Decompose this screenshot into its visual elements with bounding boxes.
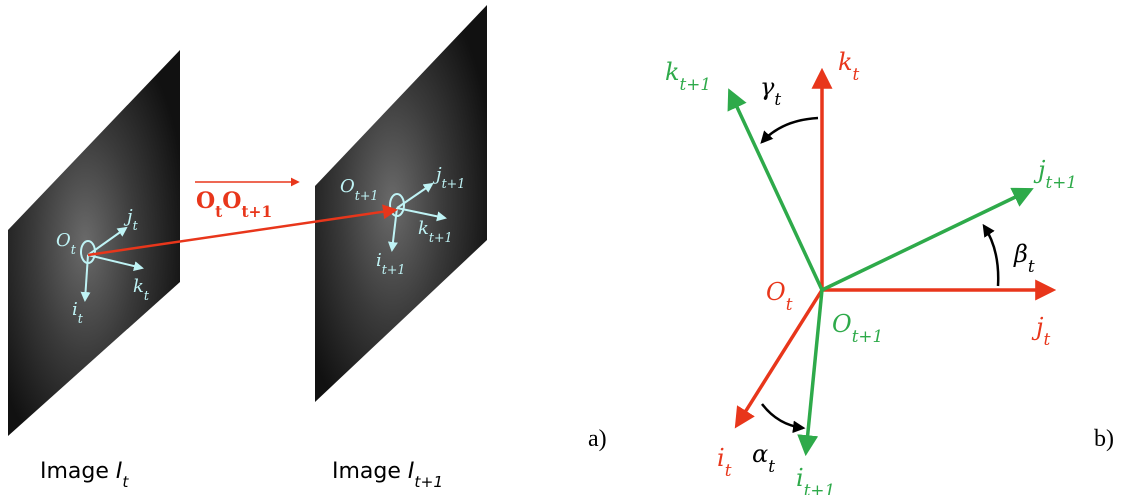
label: Ot+1 xyxy=(832,310,883,346)
text-part: t+1 xyxy=(382,262,406,277)
text-part: t xyxy=(853,64,860,84)
text-part: k xyxy=(838,48,853,76)
image-plane xyxy=(8,50,180,436)
sym: O xyxy=(222,188,241,214)
text-part: t xyxy=(122,473,129,491)
text-part: t xyxy=(774,89,781,109)
image-plane xyxy=(315,5,487,402)
text-part: O xyxy=(832,310,852,338)
text-part: j xyxy=(1033,156,1046,184)
text-part: i xyxy=(717,444,725,472)
text-part: t+1 xyxy=(414,473,443,491)
text-part: O xyxy=(766,278,786,306)
text-part: t+1 xyxy=(429,230,453,245)
text-part: t+1 xyxy=(355,188,379,203)
text-part: t+1 xyxy=(852,326,883,346)
text-part: t xyxy=(768,456,775,476)
shape xyxy=(730,92,822,290)
shape xyxy=(762,118,818,142)
text-part: Image xyxy=(332,459,401,484)
text-part: O xyxy=(56,230,71,251)
shape xyxy=(762,404,803,428)
angle-arrows xyxy=(762,118,998,428)
label: kt+1 xyxy=(665,58,711,94)
label: Ot xyxy=(766,278,793,314)
text-part: t xyxy=(725,460,732,480)
caption: Image It+1 xyxy=(332,459,443,491)
panel-b: kt jt it Ot kt+1 jt+1 it+1 Ot+1 γt βt αt… xyxy=(665,48,1114,495)
text-part: k xyxy=(665,58,680,86)
panel-label: a) xyxy=(588,426,607,452)
text-part: i xyxy=(796,464,804,492)
label: it+1 xyxy=(796,464,835,495)
text-part: β xyxy=(1013,240,1028,268)
caption: Image It xyxy=(40,459,129,491)
text-part: t+1 xyxy=(680,74,711,94)
label: kt xyxy=(838,48,860,84)
text-part: t xyxy=(1028,256,1035,276)
label: jt xyxy=(1031,313,1050,349)
angle-label: βt xyxy=(1013,240,1035,276)
text-part: t xyxy=(786,294,793,314)
text-part: Image xyxy=(40,459,109,484)
text-part: t+1 xyxy=(442,176,466,191)
text-part: k xyxy=(133,276,144,297)
text-part: O xyxy=(340,176,355,197)
displacement-label: OtOt+1 xyxy=(196,188,272,221)
label: it xyxy=(717,444,732,480)
sub: t+1 xyxy=(241,203,272,221)
text-part: t+1 xyxy=(1045,172,1076,192)
sym: O xyxy=(196,188,215,214)
text-part: t xyxy=(1043,329,1050,349)
text-part: k xyxy=(418,218,429,239)
text-part: j xyxy=(1031,313,1044,341)
text-part: t+1 xyxy=(804,480,835,495)
label: jt+1 xyxy=(1033,156,1077,192)
text-part: γ xyxy=(760,73,775,101)
shape xyxy=(984,226,998,286)
angle-label: αt xyxy=(752,440,775,476)
panel-a: OtOt+1 Ot jt kt it Ot+1 jt+1 kt+1 it+1 I… xyxy=(8,5,607,491)
figure: OtOt+1 Ot jt kt it Ot+1 jt+1 kt+1 it+1 I… xyxy=(0,0,1128,495)
text-part: α xyxy=(752,440,768,468)
angle-label: γt xyxy=(760,73,781,109)
panel-label: b) xyxy=(1094,426,1114,452)
